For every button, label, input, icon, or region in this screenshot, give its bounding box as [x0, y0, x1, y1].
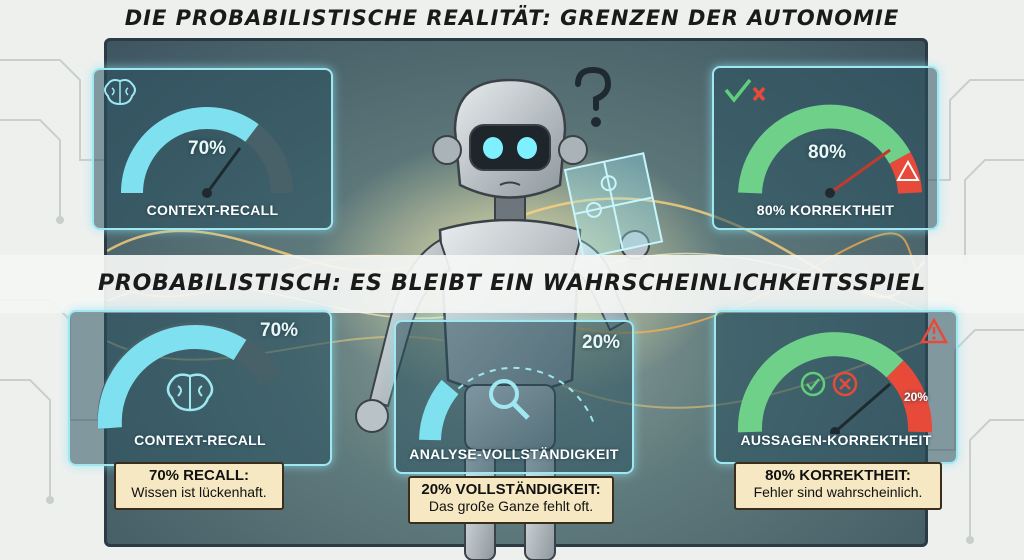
panel-context-recall-top: 70% CONTEXT-RECALL — [92, 68, 333, 230]
gauge-aussagen — [737, 332, 933, 434]
panel-context-recall-bottom: 70% CONTEXT-RECALL — [68, 310, 332, 466]
main-banner: PROBABILISTISCH: ES BLEIBT EIN WAHRSCHEI… — [0, 255, 1024, 313]
gauge-percent: 70% — [260, 320, 299, 341]
panel-korrektheit-top: 80% 80% KORREKTHEIT — [712, 66, 939, 230]
panel-label: CONTEXT-RECALL — [134, 432, 266, 448]
gauge-context-recall-top — [121, 107, 293, 198]
brain-icon — [166, 373, 214, 412]
note-korrektheit: 80% KORREKTHEIT: Fehler sind wahrscheinl… — [734, 462, 942, 510]
note-heading: 20% VOLLSTÄNDIGKEIT: — [421, 481, 601, 498]
gauge-percent: 20% — [582, 332, 621, 353]
warning-icon — [920, 318, 948, 344]
magnifier-icon — [489, 379, 530, 420]
gauge-analyse — [419, 366, 596, 441]
gauge-percent: 80% — [808, 142, 847, 163]
panel-label: ANALYSE-VOLLSTÄNDIGKEIT — [409, 446, 619, 462]
panel-label: CONTEXT-RECALL — [146, 202, 279, 218]
gauge-percent: 70% — [188, 138, 227, 159]
gauge-context-recall-bottom — [97, 322, 281, 430]
check-cross-icon — [724, 78, 766, 103]
question-mark-icon — [575, 66, 612, 127]
note-heading: 70% RECALL: — [148, 467, 249, 484]
panel-analyse-vollstaendigkeit: 20% ANALYSE-VOLLSTÄNDIGKEIT — [394, 320, 634, 474]
gauge-korrektheit-top — [738, 104, 922, 198]
page-title: DIE PROBABILISTISCHE REALITÄT: GRENZEN D… — [124, 6, 900, 30]
note-text: Fehler sind wahrscheinlich. — [753, 484, 923, 500]
note-text: Das große Ganze fehlt oft. — [428, 498, 594, 514]
check-cross-icon — [800, 371, 858, 397]
gauge-percent: 20% — [904, 390, 929, 404]
panel-label: 80% KORREKTHEIT — [756, 202, 895, 218]
panel-aussagen-korrektheit: 20% AUSSAGEN-KORREKTHEIT — [714, 310, 958, 464]
note-recall: 70% RECALL: Wissen ist lückenhaft. — [114, 462, 284, 510]
note-text: Wissen ist lückenhaft. — [131, 484, 267, 500]
puzzle-icon — [563, 152, 664, 260]
panel-label: AUSSAGEN-KORREKTHEIT — [740, 432, 932, 448]
note-vollstaendigkeit: 20% VOLLSTÄNDIGKEIT: Das große Ganze feh… — [408, 476, 614, 524]
brain-icon — [104, 79, 136, 106]
note-heading: 80% KORREKTHEIT: — [765, 467, 911, 484]
